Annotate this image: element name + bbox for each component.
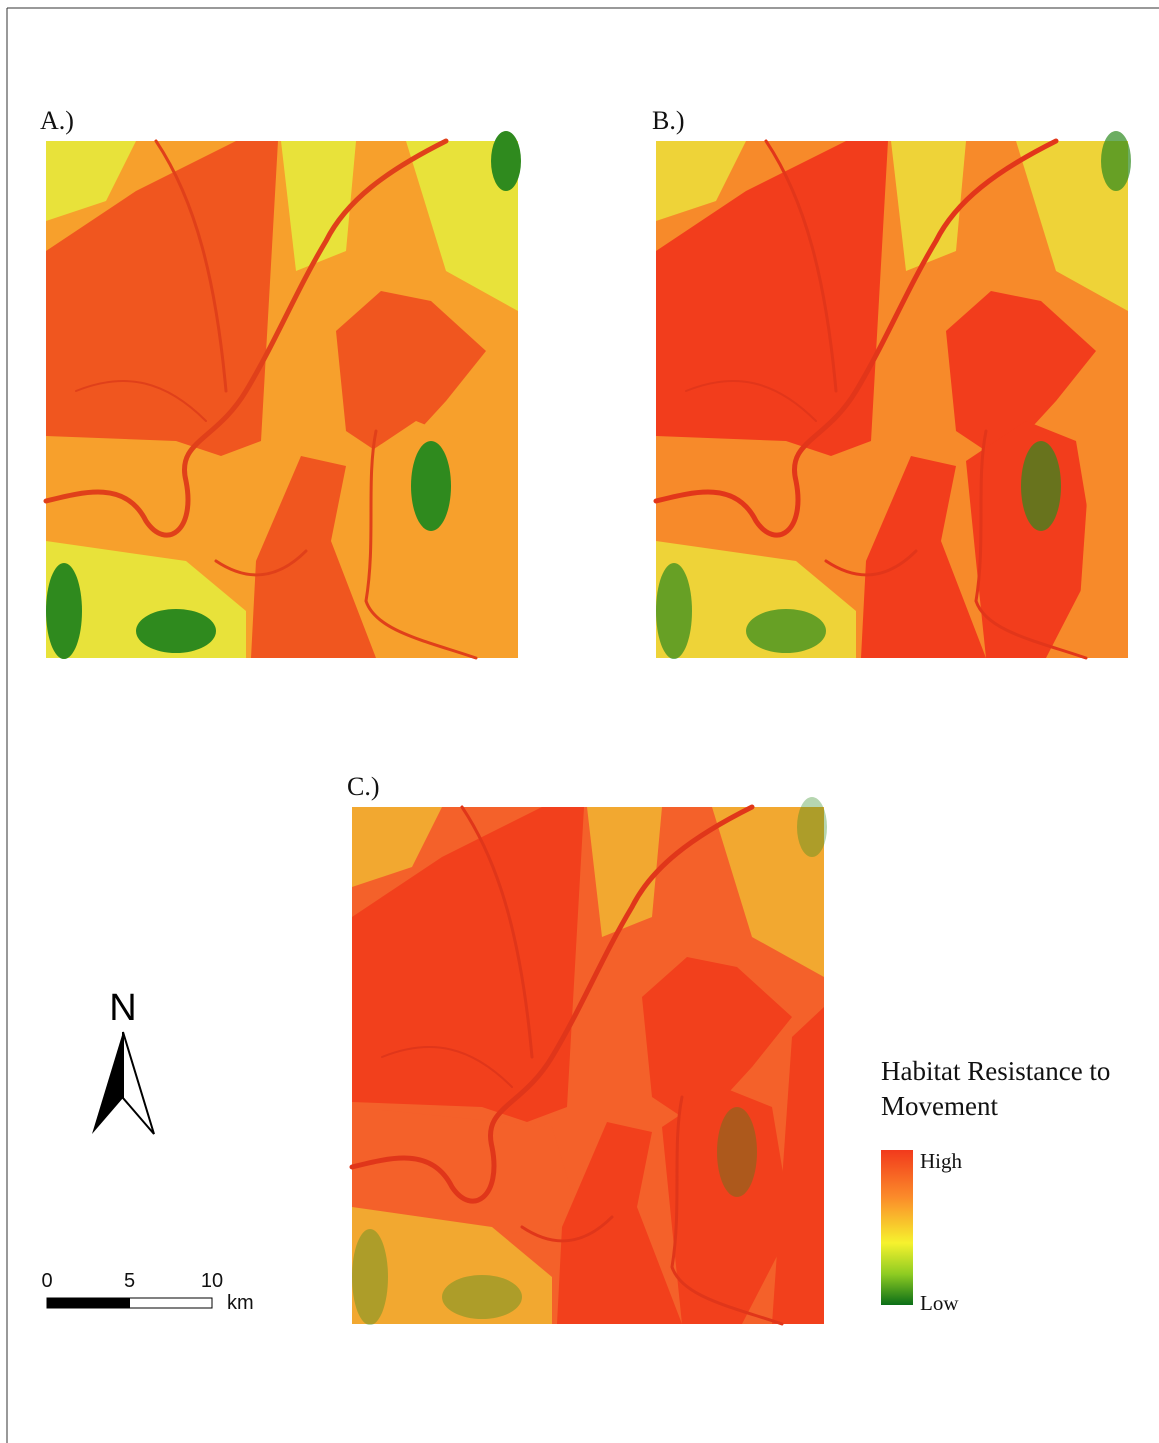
legend-high: High: [920, 1149, 963, 1173]
map-green: [136, 609, 216, 653]
scale-tick-label: 5: [124, 1270, 135, 1292]
map-green: [1021, 441, 1061, 531]
panel-label: B.): [652, 106, 685, 135]
figure-canvas: A.) B.) C.) N 0 5 10km High Low: [0, 0, 1159, 1443]
scale-segment: [47, 1298, 130, 1308]
legend-ramp: [881, 1150, 913, 1305]
map-green: [717, 1107, 757, 1197]
north-arrow-right: [123, 1032, 154, 1134]
north-arrow: N: [92, 987, 154, 1134]
map-panel-a: [46, 131, 521, 659]
legend-low: Low: [920, 1291, 959, 1315]
map-green: [442, 1275, 522, 1319]
map-green: [746, 609, 826, 653]
scale-unit: km: [227, 1292, 254, 1314]
map-green: [656, 563, 692, 659]
north-arrow-left: [92, 1032, 123, 1134]
map-green: [352, 1229, 388, 1325]
panel-label: A.): [40, 106, 74, 135]
map-green: [797, 797, 827, 857]
map-panel-b: [656, 131, 1131, 659]
scale-tick-label: 10: [201, 1270, 223, 1292]
map-panel-c: [352, 797, 827, 1325]
scale-segment: [130, 1298, 213, 1308]
figure: A.) B.) C.) N 0 5 10km High Low Habitat Re…: [0, 0, 1159, 1443]
map-green: [1101, 131, 1131, 191]
scale-tick-label: 0: [41, 1270, 52, 1292]
map-green: [491, 131, 521, 191]
north-label: N: [109, 987, 136, 1029]
map-green: [46, 563, 82, 659]
panel-label: C.): [347, 772, 380, 801]
map-green: [411, 441, 451, 531]
legend-title: Habitat Resistance to Movement: [881, 1054, 1151, 1124]
